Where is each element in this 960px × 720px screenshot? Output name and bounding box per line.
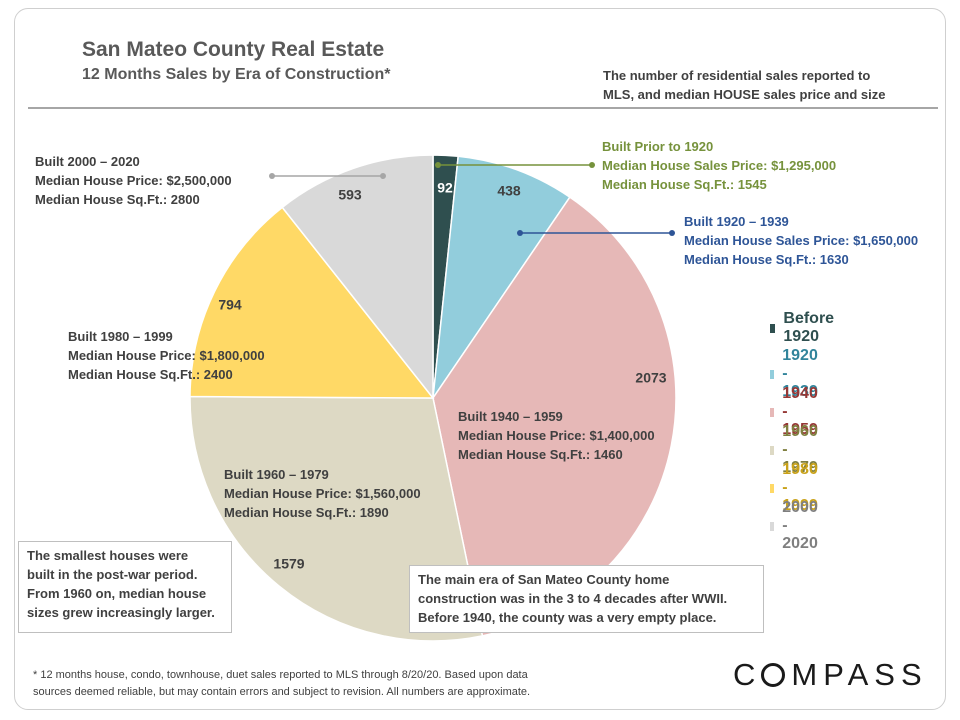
note-line: The main era of San Mateo County home bbox=[418, 572, 670, 587]
logo-letter bbox=[761, 663, 786, 687]
logo-letter: A bbox=[847, 657, 875, 692]
callout-before-1920: Built Prior to 1920 Median House Sales P… bbox=[602, 137, 836, 194]
legend-item-2000-2020: 2000 - 2020 bbox=[770, 499, 823, 553]
pie-data-label: 92 bbox=[437, 180, 453, 196]
legend-swatch bbox=[770, 483, 775, 493]
callout-line: Median House Price: $2,500,000 bbox=[35, 173, 232, 188]
callout-leader-dot bbox=[669, 230, 675, 236]
callout-line: Median House Sq.Ft.: 1890 bbox=[224, 505, 389, 520]
callout-line: Built 2000 – 2020 bbox=[35, 154, 140, 169]
legend-item-1940-1959: 1940 - 1959 bbox=[770, 385, 823, 439]
page-subtitle: 12 Months Sales by Era of Construction* bbox=[82, 66, 391, 83]
legend-label: 1940 - 1959 bbox=[782, 385, 818, 438]
callout-line: Built 1920 – 1939 bbox=[684, 214, 789, 229]
pie-slice-2000-2020 bbox=[281, 154, 434, 401]
note-main-era: The main era of San Mateo County home co… bbox=[409, 565, 764, 633]
callout-line: Median House Price: $1,560,000 bbox=[224, 486, 421, 501]
legend-swatch bbox=[770, 521, 775, 531]
callout-line: Median House Sales Price: $1,650,000 bbox=[684, 233, 919, 248]
logo-letter: S bbox=[874, 657, 901, 692]
note-line: From 1960 on, median house bbox=[27, 586, 207, 601]
callout-line: Median House Sq.Ft.: 1545 bbox=[602, 177, 767, 192]
callout-leader-dot bbox=[380, 173, 386, 179]
callout-1980-1999: Built 1980 – 1999 Median House Price: $1… bbox=[68, 327, 265, 384]
legend-label: 1960 - 1979 bbox=[782, 423, 818, 476]
callout-2000-2020: Built 2000 – 2020 Median House Price: $2… bbox=[35, 152, 232, 209]
pie-data-label: 438 bbox=[497, 183, 521, 199]
legend-swatch bbox=[770, 445, 775, 455]
legend-label: 2000 - 2020 bbox=[782, 499, 818, 552]
pie-data-label: 1579 bbox=[273, 556, 304, 572]
callout-leader-dot bbox=[517, 230, 523, 236]
legend-item-1920-1939: 1920 - 1939 bbox=[770, 347, 823, 401]
legend-swatch bbox=[770, 323, 776, 333]
callout-line: Built 1980 – 1999 bbox=[68, 329, 173, 344]
logo-letter: S bbox=[900, 657, 928, 692]
legend-label: Before 1920 bbox=[783, 310, 835, 345]
callout-leader-dot bbox=[269, 173, 275, 179]
callout-line: Median House Sq.Ft.: 2400 bbox=[68, 367, 233, 382]
compass-logo: C MPASS bbox=[733, 657, 928, 693]
callout-line: Median House Price: $1,400,000 bbox=[458, 428, 655, 443]
pie-data-label: 593 bbox=[338, 187, 362, 203]
header-note-line: The number of residential sales reported… bbox=[603, 68, 871, 83]
callout-1920-1939: Built 1920 – 1939 Median House Sales Pri… bbox=[684, 212, 918, 269]
pie-slice-1980-1999 bbox=[189, 206, 435, 399]
callout-1960-1979: Built 1960 – 1979 Median House Price: $1… bbox=[224, 465, 421, 522]
callout-line: Median House Sales Price: $1,295,000 bbox=[602, 158, 837, 173]
callout-line: Median House Sq.Ft.: 1630 bbox=[684, 252, 849, 267]
header-note: The number of residential sales reported… bbox=[603, 66, 923, 104]
legend-label: 1920 - 1939 bbox=[782, 347, 818, 400]
logo-letter: C bbox=[733, 657, 762, 692]
logo-letter: M bbox=[791, 657, 824, 692]
callout-line: Built 1960 – 1979 bbox=[224, 467, 329, 482]
legend-item-before-1920: Before 1920 bbox=[770, 310, 838, 346]
callout-line: Median House Sq.Ft.: 2800 bbox=[35, 192, 200, 207]
callout-line: Built 1940 – 1959 bbox=[458, 409, 563, 424]
logo-letter: P bbox=[823, 657, 848, 692]
header-divider bbox=[28, 107, 938, 109]
legend-item-1960-1979: 1960 - 1979 bbox=[770, 423, 823, 477]
callout-1940-1959: Built 1940 – 1959 Median House Price: $1… bbox=[458, 407, 655, 464]
legend-swatch bbox=[770, 407, 775, 417]
note-smallest-houses: The smallest houses were built in the po… bbox=[18, 541, 232, 633]
callout-line: Median House Sq.Ft.: 1460 bbox=[458, 447, 623, 462]
legend-item-1980-1999: 1980 - 1999 bbox=[770, 461, 823, 515]
pie-data-label: 2073 bbox=[635, 370, 666, 386]
footnote-line: sources deemed reliable, but may contain… bbox=[33, 686, 531, 698]
note-line: The smallest houses were bbox=[27, 548, 189, 563]
note-line: sizes grew increasingly larger. bbox=[27, 605, 215, 620]
footnote-line: * 12 months house, condo, townhouse, due… bbox=[33, 669, 528, 681]
callout-line: Median House Price: $1,800,000 bbox=[68, 348, 265, 363]
pie-data-label: 794 bbox=[218, 297, 242, 313]
note-line: Before 1940, the county was a very empty… bbox=[418, 610, 717, 625]
callout-line: Built Prior to 1920 bbox=[602, 139, 714, 154]
legend-swatch bbox=[770, 369, 775, 379]
note-line: built in the post-war period. bbox=[27, 567, 198, 582]
note-line: construction was in the 3 to 4 decades a… bbox=[418, 591, 728, 606]
page-title: San Mateo County Real Estate bbox=[82, 38, 385, 61]
header-note-line: MLS, and median HOUSE sales price and si… bbox=[603, 87, 886, 102]
legend-label: 1980 - 1999 bbox=[782, 461, 818, 514]
callout-leader-dot bbox=[435, 162, 441, 168]
callout-leader-dot bbox=[589, 162, 595, 168]
footnote: * 12 months house, condo, townhouse, due… bbox=[33, 667, 530, 701]
pie-slice-1920-1939 bbox=[432, 155, 571, 399]
